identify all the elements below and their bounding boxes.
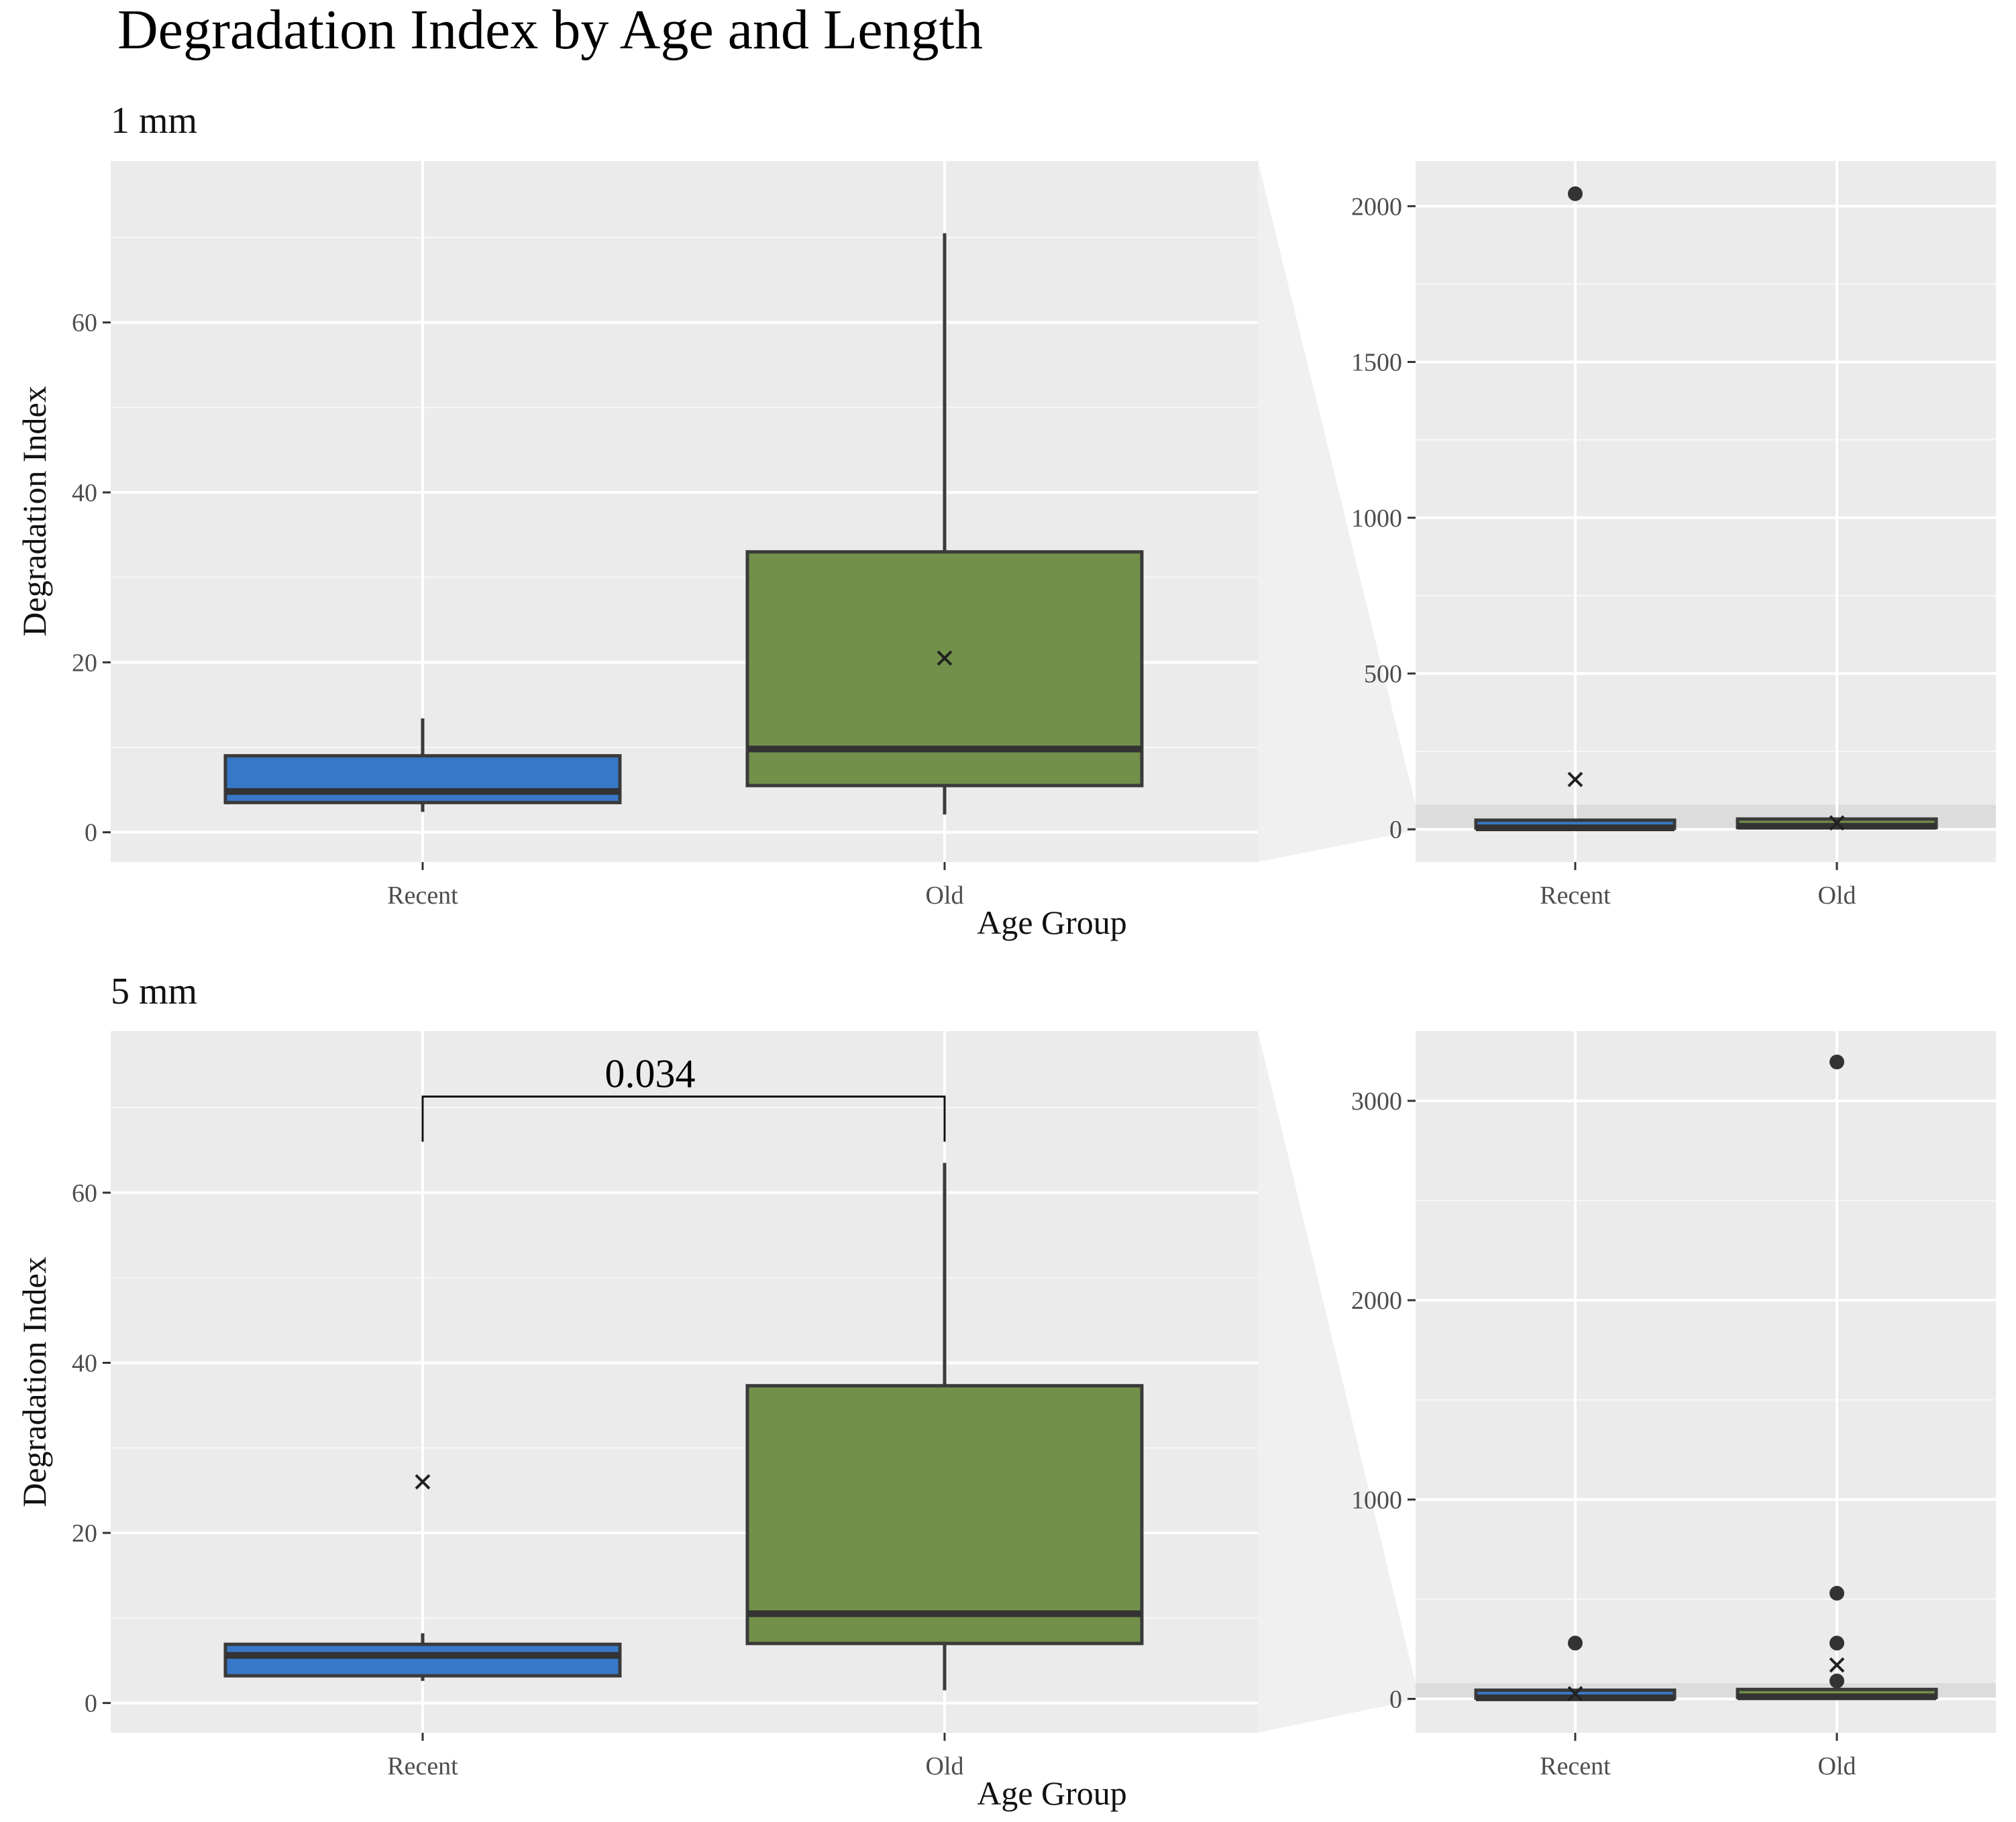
outlier-point [1568, 1636, 1583, 1651]
figure-title: Degradation Index by Age and Length [117, 0, 983, 61]
y-tick-label: 40 [72, 1349, 97, 1377]
mean-marker [1829, 815, 1845, 831]
plot-panel-1mm-zoomed: 0 20 40 60 Recent Old [72, 161, 1258, 910]
y-tick-label: 20 [72, 649, 97, 677]
y-tick-label: 20 [72, 1519, 97, 1548]
y-tick-label: 60 [72, 1179, 97, 1208]
mean-marker [1829, 1657, 1845, 1673]
y-tick-label: 60 [72, 309, 97, 337]
outlier-point [1829, 1585, 1844, 1601]
mean-marker [937, 650, 953, 666]
outlier-point [1829, 1636, 1844, 1651]
y-tick-label: 500 [1364, 660, 1402, 688]
mean-marker [1567, 771, 1583, 788]
y-tick-label: 0 [85, 819, 97, 847]
panel-background [1416, 161, 1996, 862]
x-tick-label: Old [926, 1752, 964, 1780]
outlier-point [1568, 186, 1583, 201]
x-tick-label: Recent [1540, 1752, 1611, 1780]
x-tick-label: Recent [387, 1752, 458, 1780]
y-tick-label: 1500 [1351, 349, 1402, 377]
y-tick-label: 40 [72, 479, 97, 507]
x-tick-label: Old [926, 881, 964, 910]
panel-background [1416, 1031, 1996, 1733]
box-recent [223, 1642, 622, 1678]
box-recent [223, 754, 622, 804]
plot-panel-5mm-zoomed: 0 20 40 60 Recent Old 0.034 [72, 1031, 1258, 1780]
zoom-connector-5mm [1258, 1031, 1416, 1733]
facet-title-5mm: 5 mm [111, 971, 197, 1012]
y-axis-title-5mm: Degradation Index [15, 1256, 53, 1507]
y-tick-label: 0 [1389, 816, 1402, 844]
facet-title-1mm: 1 mm [111, 100, 197, 142]
box-old [745, 1384, 1144, 1646]
y-tick-label: 2000 [1351, 1287, 1402, 1315]
y-tick-label: 0 [85, 1690, 97, 1718]
y-tick-label: 2000 [1351, 193, 1402, 221]
significance-bracket [421, 1095, 946, 1142]
mean-marker [1567, 1686, 1583, 1702]
y-tick-label: 3000 [1351, 1087, 1402, 1116]
x-tick-label: Recent [387, 881, 458, 910]
x-tick-label: Old [1818, 1752, 1856, 1780]
outlier-point [1829, 1055, 1844, 1070]
p-value-label: 0.034 [605, 1052, 696, 1096]
x-axis-title-1mm: Age Group [977, 904, 1127, 941]
outlier-point [1829, 1673, 1844, 1689]
plot-panel-1mm-full: 0 500 1000 1500 2000 Recent Old [1351, 161, 1996, 910]
plot-panel-5mm-full: 0 1000 2000 3000 Recent Old [1351, 1031, 1996, 1780]
x-axis-title-5mm: Age Group [977, 1774, 1127, 1812]
y-tick-label: 1000 [1351, 1486, 1402, 1514]
zoom-connector-1mm [1258, 161, 1416, 862]
y-tick-label: 0 [1389, 1685, 1402, 1713]
y-tick-label: 1000 [1351, 504, 1402, 533]
mean-marker [415, 1474, 431, 1490]
x-tick-label: Old [1818, 881, 1856, 910]
y-axis-title-1mm: Degradation Index [15, 386, 53, 636]
x-tick-label: Recent [1540, 881, 1611, 910]
